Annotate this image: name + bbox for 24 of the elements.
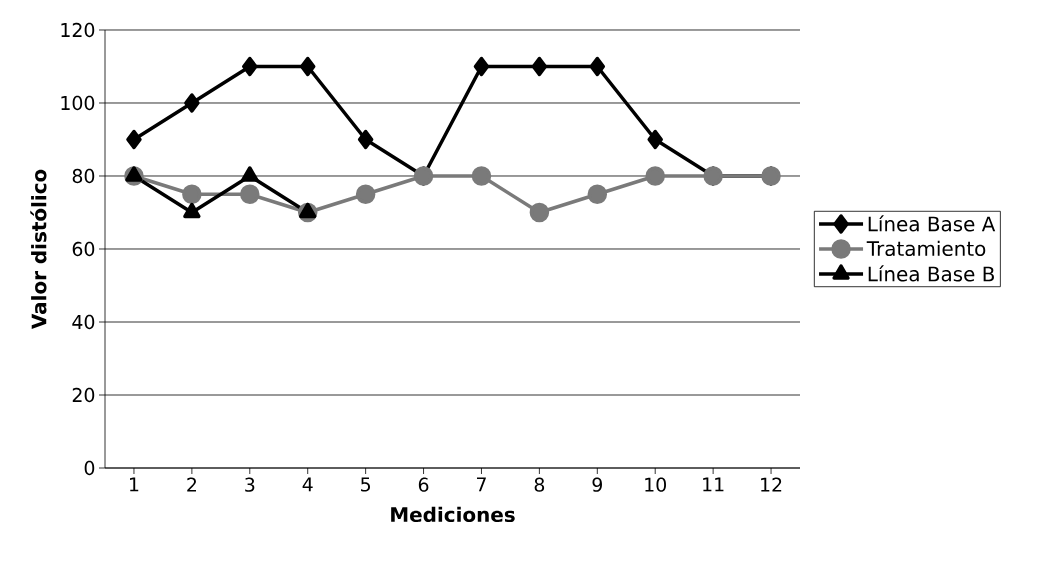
- x-tick-label: 5: [361, 477, 370, 492]
- y-axis-title: Valor distólico: [30, 169, 47, 330]
- x-tick-label: 4: [302, 477, 313, 492]
- y-tick-label: 100: [61, 95, 95, 111]
- x-tick-label: 11: [703, 477, 724, 492]
- legend-label: Línea Base B: [868, 265, 994, 282]
- y-tick-label: 20: [72, 387, 95, 403]
- x-tick-label: 2: [187, 477, 196, 492]
- y-tick-label: 120: [61, 22, 95, 38]
- x-tick-label: 10: [645, 477, 666, 492]
- x-tick-label: 12: [761, 477, 782, 492]
- x-tick-label: 7: [476, 477, 486, 492]
- y-tick-label: 80: [72, 168, 95, 184]
- y-tick-label: 60: [72, 241, 95, 257]
- x-tick-label: 1: [130, 477, 139, 492]
- x-tick-label: 3: [245, 477, 255, 492]
- y-tick-label: 40: [72, 314, 95, 330]
- x-tick-label: 9: [592, 477, 602, 492]
- y-tick-label: 0: [84, 460, 95, 476]
- x-tick-label: 8: [534, 477, 545, 492]
- x-tick-label: 6: [418, 477, 429, 492]
- legend-label: Tratamiento: [866, 240, 986, 257]
- legend-label: Línea Base A: [868, 215, 996, 232]
- x-axis-title: Mediciones: [391, 506, 515, 523]
